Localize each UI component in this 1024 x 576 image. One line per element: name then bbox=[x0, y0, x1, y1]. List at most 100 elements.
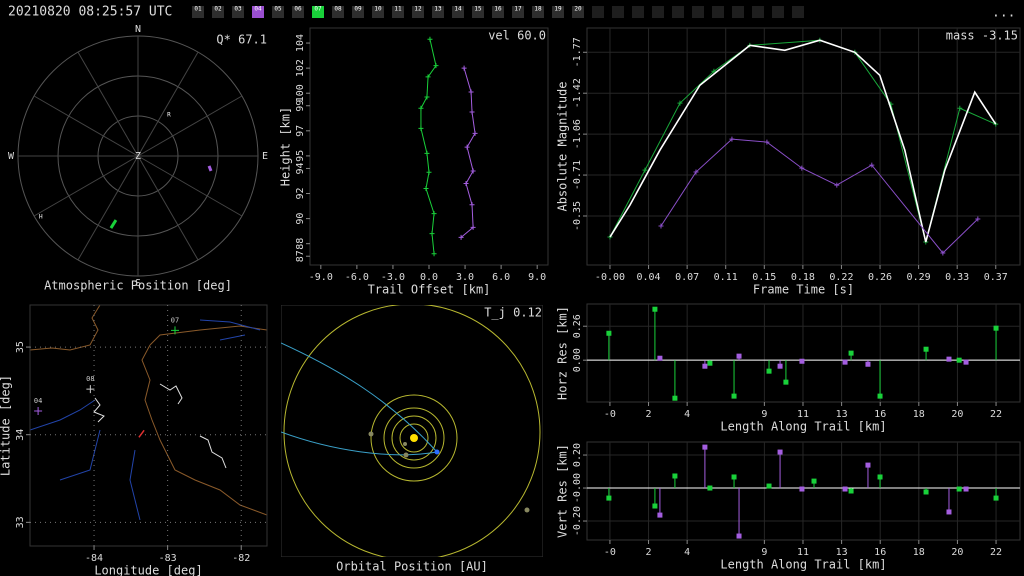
stem-marker bbox=[777, 449, 783, 455]
station-box bbox=[752, 6, 764, 18]
stem-marker bbox=[848, 350, 854, 356]
y-tick-label: 95 bbox=[295, 150, 306, 162]
meteoroid-orbit bbox=[281, 342, 438, 453]
y-tick-label: 90 bbox=[295, 213, 306, 225]
station-box bbox=[672, 6, 684, 18]
stem-marker bbox=[946, 509, 952, 515]
x-tick-label: 20 bbox=[951, 547, 963, 558]
station-box[interactable] bbox=[412, 6, 424, 18]
station-box[interactable] bbox=[552, 6, 564, 18]
x-tick-label: 0.29 bbox=[907, 272, 931, 283]
y-tick-label: -1.42 bbox=[572, 78, 583, 108]
y-tick-label: 34 bbox=[15, 429, 26, 441]
station-box[interactable] bbox=[272, 6, 284, 18]
station-label: 12 bbox=[414, 6, 422, 13]
point-marker bbox=[431, 251, 437, 257]
station-box[interactable] bbox=[572, 6, 584, 18]
stem-marker bbox=[842, 486, 848, 492]
stem-marker bbox=[877, 393, 883, 399]
panel-frame bbox=[586, 303, 1021, 403]
y-tick-label: -1.06 bbox=[572, 119, 583, 149]
point-marker bbox=[431, 211, 437, 217]
polar-spoke bbox=[33, 155, 139, 217]
point-marker bbox=[468, 89, 474, 95]
panel-frame bbox=[586, 27, 1021, 266]
x-axis-label: Trail Offset [km] bbox=[368, 283, 491, 297]
station-box[interactable] bbox=[212, 6, 224, 18]
point-marker bbox=[693, 169, 699, 175]
x-tick-label: -0.00 bbox=[595, 272, 625, 283]
station-box[interactable] bbox=[192, 6, 204, 18]
station-label: 18 bbox=[534, 6, 542, 13]
station-box bbox=[592, 6, 604, 18]
stem-marker bbox=[736, 353, 742, 359]
x-tick-label: 2 bbox=[646, 547, 652, 558]
direction-label: W bbox=[8, 151, 15, 162]
y-tick-label: 104 bbox=[295, 34, 306, 52]
station-box[interactable] bbox=[232, 6, 244, 18]
station-box[interactable] bbox=[492, 6, 504, 18]
station-box[interactable] bbox=[332, 6, 344, 18]
station-label: 15 bbox=[474, 6, 482, 13]
polar-spoke bbox=[137, 95, 243, 157]
x-tick-label: 16 bbox=[874, 547, 886, 558]
y-tick-label: 0.26 bbox=[572, 314, 583, 338]
meteoroid-orbit bbox=[281, 431, 438, 456]
station-box[interactable] bbox=[532, 6, 544, 18]
stem-marker bbox=[848, 488, 854, 494]
x-tick-label: 13 bbox=[836, 547, 848, 558]
station-box[interactable] bbox=[472, 6, 484, 18]
stem-marker bbox=[736, 533, 742, 539]
point-marker bbox=[469, 202, 475, 208]
trail bbox=[109, 219, 118, 229]
direction-label: S bbox=[135, 278, 141, 289]
x-tick-label: 0.11 bbox=[714, 272, 738, 283]
x-tick-label: -82 bbox=[232, 553, 250, 564]
station-label: 11 bbox=[394, 6, 402, 13]
menu-button[interactable]: ... bbox=[992, 6, 1015, 21]
point-marker bbox=[463, 180, 469, 186]
y-tick-label: 97 bbox=[295, 125, 306, 137]
y-axis-label: Latitude [deg] bbox=[0, 375, 13, 476]
station-box[interactable] bbox=[352, 6, 364, 18]
point-marker bbox=[975, 216, 981, 222]
station-label: 02 bbox=[214, 6, 222, 13]
x-axis-label: Longitude [deg] bbox=[94, 564, 202, 576]
x-tick-label: -0 bbox=[604, 547, 616, 558]
stem-marker bbox=[956, 357, 962, 363]
station-box[interactable] bbox=[292, 6, 304, 18]
station-label: 19 bbox=[554, 6, 562, 13]
station-box[interactable] bbox=[452, 6, 464, 18]
station-box[interactable] bbox=[512, 6, 524, 18]
timestamp: 20210820 08:25:57 UTC bbox=[8, 5, 172, 20]
station-box[interactable] bbox=[432, 6, 444, 18]
x-tick-label: -3.0 bbox=[381, 272, 405, 283]
stem-marker bbox=[707, 360, 713, 366]
zenith-label: Z bbox=[135, 151, 141, 162]
station-marker: R bbox=[167, 112, 171, 119]
orbit-ring bbox=[399, 423, 429, 453]
x-tick-label: 0.04 bbox=[637, 272, 661, 283]
x-tick-label: 22 bbox=[990, 409, 1002, 420]
y-tick-label: 92 bbox=[295, 188, 306, 200]
x-tick-label: 18 bbox=[913, 409, 925, 420]
point-marker bbox=[729, 136, 735, 142]
annotation: vel 60.0 bbox=[488, 29, 546, 43]
station-label: 07 bbox=[171, 316, 179, 324]
stem-marker bbox=[811, 478, 817, 484]
x-axis-label: Length Along Trail [km] bbox=[720, 420, 886, 434]
station-box[interactable] bbox=[392, 6, 404, 18]
station-label: 04 bbox=[254, 6, 262, 13]
x-tick-label: 22 bbox=[990, 547, 1002, 558]
stem-marker bbox=[777, 363, 783, 369]
station-marker bbox=[34, 407, 43, 416]
station-box[interactable] bbox=[312, 6, 324, 18]
station-label: 07 bbox=[314, 6, 322, 13]
x-tick-label: 6.0 bbox=[492, 272, 510, 283]
y-tick-label: 35 bbox=[15, 341, 26, 353]
station-box[interactable] bbox=[372, 6, 384, 18]
station-box bbox=[612, 6, 624, 18]
station-box[interactable] bbox=[252, 6, 264, 18]
stem-marker bbox=[842, 359, 848, 365]
x-tick-label: 0.0 bbox=[420, 272, 438, 283]
